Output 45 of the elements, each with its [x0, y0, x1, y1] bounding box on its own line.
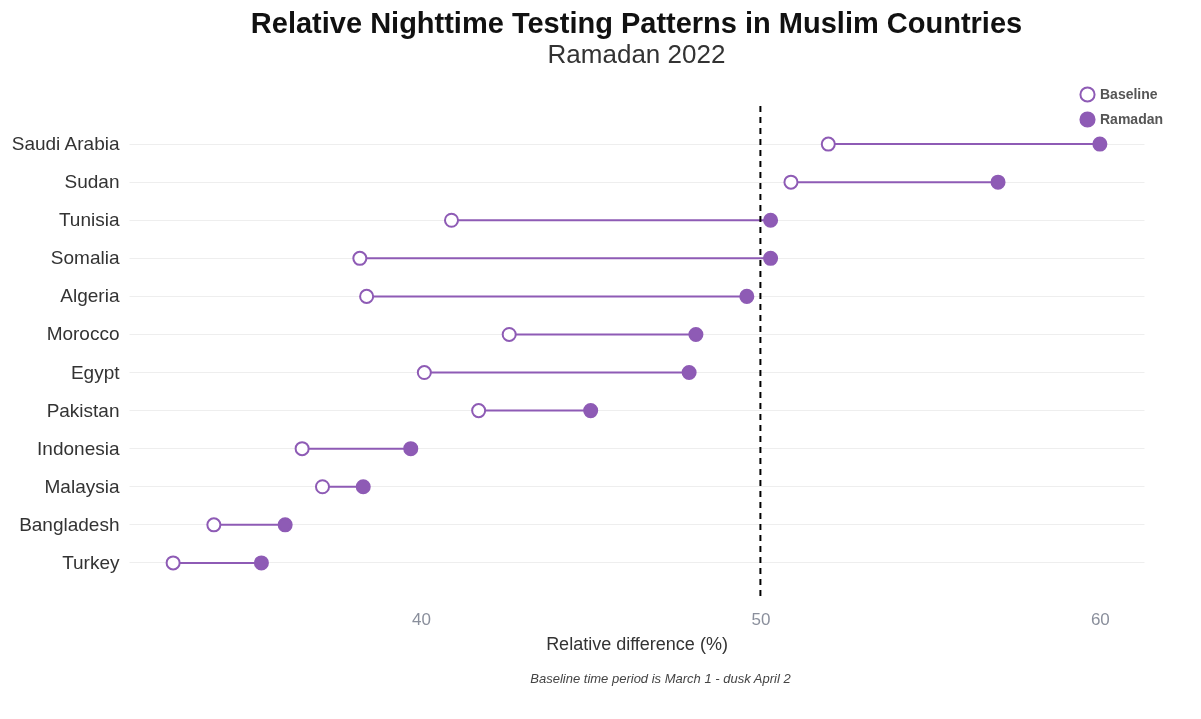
- chart-subtitle: Ramadan 2022: [547, 39, 726, 69]
- point: [681, 365, 697, 381]
- point: [763, 212, 779, 228]
- text: Baseline time period is March 1 - dusk April 2: [529, 671, 792, 686]
- point: [1092, 136, 1108, 152]
- x-tick-label: 50: [751, 609, 771, 629]
- point: [277, 517, 293, 533]
- point: [990, 174, 1006, 190]
- point: [294, 441, 310, 457]
- point: [359, 288, 375, 304]
- x-axis-title: Relative difference (%): [546, 633, 728, 654]
- point: [763, 250, 779, 266]
- chart-title: Relative Nighttime Testing Patterns in Muslim Countries: [250, 7, 1023, 39]
- y-tick-label: Morocco: [46, 323, 120, 345]
- point: [206, 517, 222, 533]
- x-tick-label: 60: [1090, 609, 1110, 629]
- y-tick-label: Pakistan: [46, 399, 120, 421]
- point: [501, 326, 517, 342]
- point: [820, 136, 836, 152]
- point: [314, 479, 331, 495]
- legend-label: Baseline: [1100, 85, 1158, 102]
- y-tick-label: Malaysia: [44, 475, 120, 497]
- y-tick-label: Algeria: [60, 285, 120, 307]
- y-tick-label: Bangladesh: [19, 513, 120, 535]
- point: [739, 288, 755, 304]
- point: [783, 174, 799, 190]
- point: [688, 326, 704, 342]
- point: [416, 365, 432, 381]
- point: [352, 250, 368, 266]
- point: [165, 555, 181, 571]
- y-tick-label: Turkey: [62, 551, 120, 573]
- y-tick-label: Saudi Arabia: [11, 133, 120, 155]
- point: [471, 403, 487, 419]
- y-tick-label: Sudan: [64, 171, 120, 193]
- point: [355, 479, 371, 495]
- y-tick-label: Tunisia: [58, 209, 120, 231]
- point: [403, 441, 419, 457]
- legend-label: Ramadan: [1100, 110, 1164, 127]
- y-tick-label: Somalia: [50, 247, 120, 269]
- point: [583, 403, 599, 419]
- y-tick-label: Indonesia: [37, 437, 120, 459]
- point: [443, 212, 460, 228]
- point: [253, 555, 269, 571]
- y-tick-label: Egypt: [70, 361, 121, 383]
- x-tick-label: 40: [411, 609, 431, 629]
